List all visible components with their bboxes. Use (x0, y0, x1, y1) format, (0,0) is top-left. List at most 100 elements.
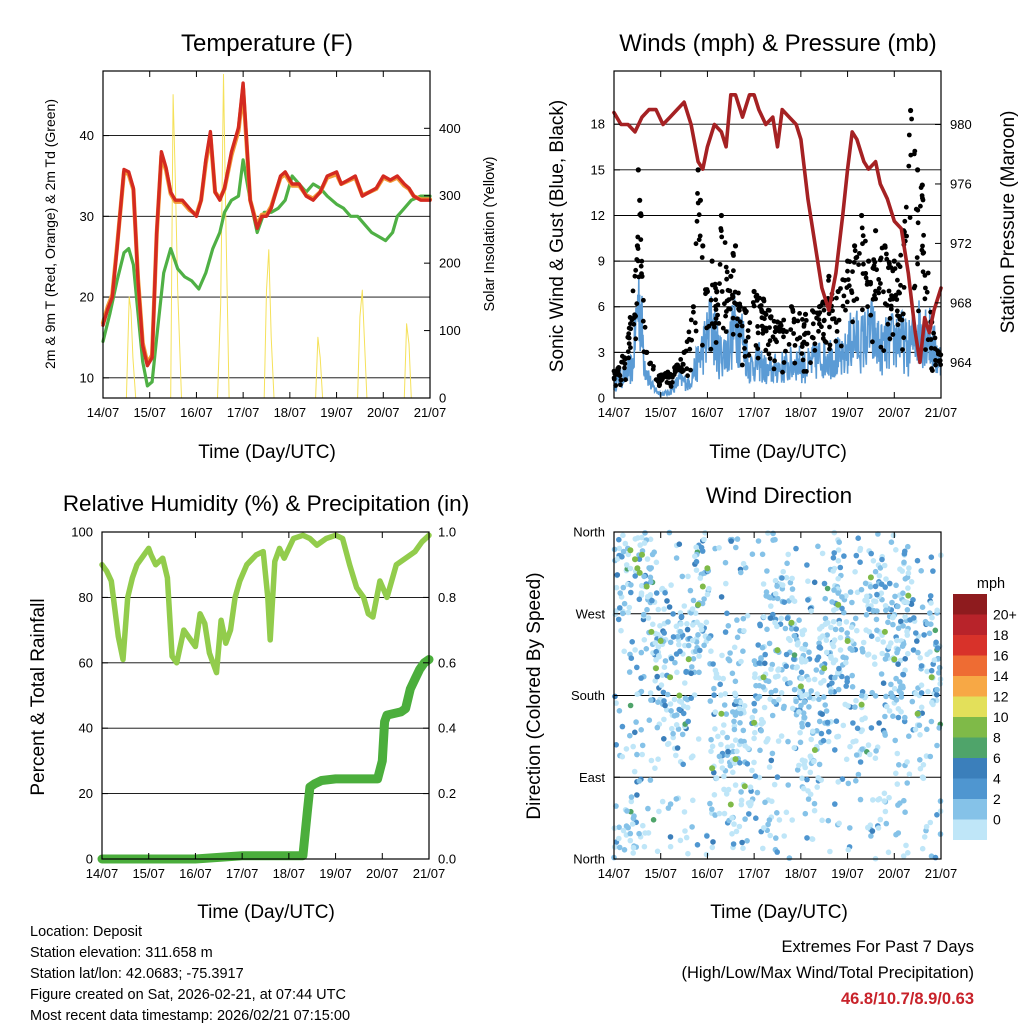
gust-point (881, 348, 887, 353)
x-tick-label: 15/07 (133, 405, 166, 420)
direction-point (901, 551, 908, 557)
gust-point-peak (760, 296, 767, 302)
direction-point (836, 539, 842, 545)
x-tick-label: 21/07 (413, 866, 446, 881)
direction-point (882, 713, 888, 720)
direction-point (852, 615, 859, 622)
gust-point (863, 275, 869, 281)
direction-point (925, 688, 931, 695)
direction-point (883, 693, 889, 700)
direction-point (902, 656, 908, 662)
direction-point (833, 718, 840, 724)
direction-point (769, 712, 776, 719)
gust-point (804, 341, 810, 347)
direction-point (831, 529, 838, 536)
direction-point (893, 675, 899, 682)
direction-point-key (774, 647, 781, 654)
direction-point (885, 849, 892, 856)
direction-point (849, 684, 856, 690)
direction-point (765, 821, 771, 828)
direction-point (838, 626, 845, 633)
direction-point-key (905, 592, 912, 599)
direction-point (723, 791, 730, 797)
direction-point-key (627, 547, 634, 554)
direction-point (883, 607, 889, 614)
direction-point-key (928, 674, 935, 681)
direction-point (722, 629, 729, 635)
direction-point (757, 621, 763, 628)
direction-point (805, 597, 811, 603)
direction-point-key (891, 656, 898, 663)
direction-point (797, 729, 803, 736)
direction-point-key (732, 756, 739, 763)
direction-point (630, 743, 636, 750)
direction-point (843, 683, 849, 689)
direction-point (811, 579, 818, 586)
direction-point (762, 799, 768, 806)
direction-point (793, 545, 799, 552)
x-tick-label: 19/07 (831, 866, 864, 881)
gust-point (767, 356, 773, 361)
direction-point (788, 626, 795, 632)
gust-point-peak (644, 349, 650, 355)
direction-point (722, 559, 729, 566)
gust-point (873, 288, 878, 294)
direction-point (832, 747, 838, 753)
direction-point (783, 651, 790, 658)
x-tick-label: 15/07 (132, 866, 165, 881)
direction-point (914, 557, 921, 564)
gust-point-peak (658, 372, 664, 378)
y-tick-label: 9 (598, 254, 605, 269)
direction-point (798, 669, 805, 676)
direction-point (912, 726, 919, 733)
direction-point (803, 691, 810, 698)
direction-point (854, 725, 861, 732)
direction-point (679, 731, 686, 738)
direction-point (817, 645, 824, 651)
direction-point (835, 547, 842, 553)
direction-point (664, 691, 671, 698)
direction-point-key (751, 719, 758, 726)
gust-point (622, 365, 627, 371)
gust-point-peak (873, 228, 879, 234)
gust-point (809, 334, 815, 340)
gust-point (670, 374, 675, 380)
direction-point (754, 789, 761, 796)
gust-point (863, 238, 868, 244)
gust-point (805, 330, 811, 336)
direction-point (638, 727, 644, 733)
gust-point (766, 351, 772, 357)
gust-point-peak (625, 334, 631, 340)
direction-point (627, 565, 634, 572)
direction-point (835, 779, 841, 785)
direction-point (835, 575, 841, 582)
direction-point (690, 656, 697, 662)
direction-point (877, 816, 884, 823)
gust-point (758, 303, 764, 308)
direction-point (895, 603, 901, 610)
gust-point (877, 257, 883, 263)
direction-point (807, 769, 814, 776)
direction-point-key (867, 574, 874, 581)
direction-point (781, 833, 787, 839)
direction-point (681, 703, 687, 709)
direction-point (614, 572, 621, 578)
gust-point (794, 336, 800, 342)
temperature-panel: Temperature (F) 14/07 15/07 16/07 17/07 18/0… (42, 30, 498, 463)
direction-point (645, 615, 652, 621)
direction-point (804, 562, 810, 568)
direction-point (667, 834, 674, 840)
direction-point (802, 810, 809, 817)
direction-point (676, 706, 682, 713)
direction-point (641, 611, 647, 618)
direction-point (652, 678, 658, 684)
gust-point (713, 307, 719, 312)
gust-point-peak (826, 273, 832, 279)
direction-point (825, 620, 831, 626)
direction-point (630, 844, 637, 851)
direction-point (819, 633, 826, 639)
gust-point (732, 300, 737, 306)
gust-point-peak (835, 288, 841, 295)
direction-point (659, 798, 666, 805)
gust-point-peak (919, 182, 925, 188)
